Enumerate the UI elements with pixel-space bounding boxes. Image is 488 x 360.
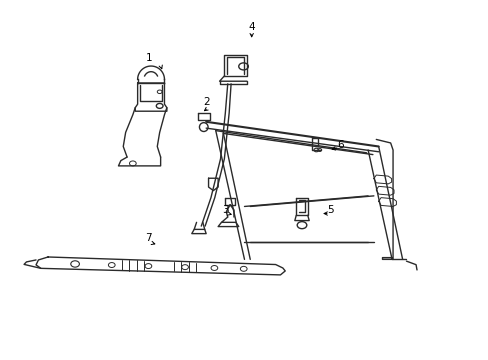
Text: 6: 6 [336, 140, 343, 150]
Text: 7: 7 [145, 233, 152, 243]
Text: 3: 3 [222, 205, 228, 215]
Text: 4: 4 [248, 22, 254, 32]
Text: 2: 2 [203, 98, 209, 107]
Text: 5: 5 [327, 205, 333, 215]
Text: 1: 1 [145, 53, 152, 63]
